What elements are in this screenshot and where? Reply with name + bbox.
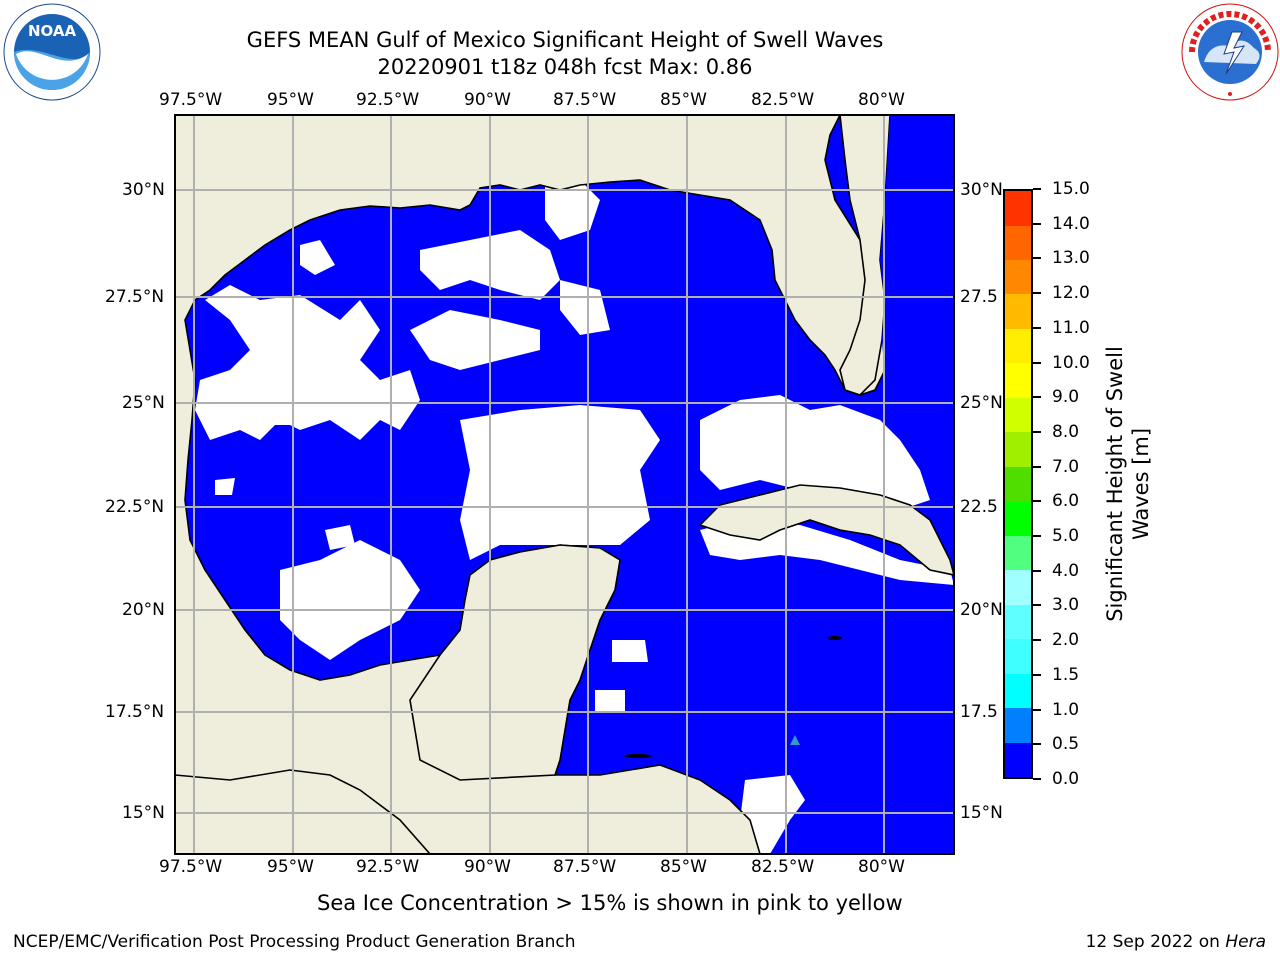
colorbar-segment bbox=[1005, 673, 1031, 709]
land-yucatan bbox=[409, 544, 621, 781]
nws-logo bbox=[1180, 2, 1280, 106]
lon-label-bottom: 87.5°W bbox=[553, 857, 617, 877]
lat-label-left: 25°N bbox=[122, 393, 165, 413]
lon-label-bottom: 82.5°W bbox=[751, 857, 815, 877]
lat-label-right: 27.5 bbox=[960, 287, 998, 307]
colorbar-tick-label: 8.0 bbox=[1052, 421, 1080, 442]
colorbar-segment bbox=[1005, 191, 1031, 226]
lat-label-left: 27.5°N bbox=[105, 287, 165, 307]
colorbar-tick-label: 15.0 bbox=[1052, 179, 1090, 199]
lon-label-bottom: 90°W bbox=[464, 857, 511, 877]
lat-label-right: 15°N bbox=[960, 803, 1003, 823]
colorbar-tick-label: 1.5 bbox=[1052, 664, 1080, 685]
colorbar-segment bbox=[1005, 294, 1031, 329]
colorbar-tick bbox=[1033, 396, 1041, 399]
colorbar-tick-label: 6.0 bbox=[1052, 491, 1080, 512]
colorbar-tick-label: 0.5 bbox=[1052, 734, 1080, 755]
lon-label-bottom: 95°W bbox=[267, 857, 314, 877]
lon-label-top: 97.5°W bbox=[159, 90, 223, 110]
colorbar-tick bbox=[1033, 257, 1041, 260]
lon-label-top: 80°W bbox=[858, 90, 905, 110]
colorbar-tick-label: 11.0 bbox=[1052, 317, 1090, 338]
footer-branch: NCEP/EMC/Verification Post Processing Pr… bbox=[13, 932, 576, 952]
lat-label-right: 30°N bbox=[960, 180, 1003, 200]
colorbar-tick bbox=[1033, 326, 1041, 329]
colorbar-tick bbox=[1033, 430, 1041, 433]
colorbar-tick bbox=[1033, 673, 1041, 676]
colorbar-tick bbox=[1033, 743, 1041, 746]
colorbar-tick-label: 10.0 bbox=[1052, 352, 1090, 373]
colorbar-tick-label: 1.0 bbox=[1052, 699, 1080, 720]
colorbar-tick bbox=[1033, 639, 1041, 642]
colorbar-tick-label: 7.0 bbox=[1052, 456, 1080, 477]
colorbar-segment bbox=[1005, 259, 1031, 295]
colorbar-tick bbox=[1033, 535, 1041, 538]
lon-label-bottom: 85°W bbox=[660, 857, 707, 877]
chart-title: GEFS MEAN Gulf of Mexico Significant Hei… bbox=[246, 28, 884, 52]
svg-text:NOAA: NOAA bbox=[28, 22, 77, 40]
lat-label-left: 15°N bbox=[122, 803, 165, 823]
colorbar-segment bbox=[1005, 708, 1031, 743]
colorbar-tick-label: 9.0 bbox=[1052, 387, 1080, 408]
colorbar-segment bbox=[1005, 466, 1031, 502]
lat-label-left: 20°N bbox=[122, 600, 165, 620]
colorbar-segment bbox=[1005, 742, 1031, 777]
colorbar-segment bbox=[1005, 225, 1031, 260]
lon-label-bottom: 92.5°W bbox=[356, 857, 420, 877]
lon-label-bottom: 80°W bbox=[858, 857, 905, 877]
lat-label-right: 25°N bbox=[960, 393, 1003, 413]
colorbar-segment bbox=[1005, 501, 1031, 536]
colorbar-tick-label: 12.0 bbox=[1052, 283, 1090, 304]
colorbar-tick bbox=[1033, 708, 1041, 711]
colorbar-tick bbox=[1033, 188, 1041, 190]
lat-label-right: 17.5 bbox=[960, 702, 998, 722]
colorbar-segment bbox=[1005, 432, 1031, 467]
colorbar-tick bbox=[1033, 222, 1041, 225]
graticule bbox=[175, 115, 954, 854]
lon-label-top: 92.5°W bbox=[356, 90, 420, 110]
colorbar-tick bbox=[1033, 500, 1041, 503]
colorbar-segment bbox=[1005, 639, 1031, 674]
colorbar-tick bbox=[1033, 292, 1041, 295]
colorbar-tick bbox=[1033, 569, 1041, 572]
lat-label-right: 20°N bbox=[960, 600, 1003, 620]
colorbar-tick bbox=[1033, 465, 1041, 468]
colorbar bbox=[1003, 189, 1033, 779]
colorbar-segment bbox=[1005, 328, 1031, 364]
atlantic-ocean bbox=[880, 115, 954, 400]
colorbar-segment bbox=[1005, 397, 1031, 433]
footer-date: 12 Sep 2022 on Hera bbox=[1085, 932, 1266, 952]
colorbar-tick-label: 5.0 bbox=[1052, 526, 1080, 547]
lat-label-left: 22.5°N bbox=[105, 497, 165, 517]
colorbar-segment bbox=[1005, 535, 1031, 571]
colorbar-tick bbox=[1033, 604, 1041, 607]
lat-label-right: 22.5 bbox=[960, 497, 998, 517]
colorbar-tick bbox=[1033, 778, 1041, 780]
colorbar-tick-label: 3.0 bbox=[1052, 595, 1080, 616]
colorbar-tick bbox=[1033, 361, 1041, 364]
lon-label-bottom: 97.5°W bbox=[159, 857, 223, 877]
colorbar-tick-label: 2.0 bbox=[1052, 630, 1080, 651]
colorbar-tick-label: 13.0 bbox=[1052, 248, 1090, 269]
colorbar-tick-label: 14.0 bbox=[1052, 213, 1090, 234]
white-patches bbox=[195, 180, 954, 854]
lon-label-top: 95°W bbox=[267, 90, 314, 110]
lon-label-top: 82.5°W bbox=[751, 90, 815, 110]
lat-label-left: 17.5°N bbox=[105, 702, 165, 722]
chart-subtitle: 20220901 t18z 048h fcst Max: 0.86 bbox=[377, 55, 753, 79]
lon-label-top: 87.5°W bbox=[553, 90, 617, 110]
colorbar-tick-label: 4.0 bbox=[1052, 560, 1080, 581]
noaa-logo: NOAA bbox=[2, 2, 102, 106]
lon-label-top: 85°W bbox=[660, 90, 707, 110]
map-frame bbox=[174, 114, 955, 855]
lon-label-top: 90°W bbox=[464, 90, 511, 110]
colorbar-segment bbox=[1005, 363, 1031, 398]
lat-label-left: 30°N bbox=[122, 180, 165, 200]
colorbar-segment bbox=[1005, 604, 1031, 640]
colorbar-tick-label: 0.0 bbox=[1052, 769, 1080, 789]
colorbar-segment bbox=[1005, 570, 1031, 605]
sea-ice-note: Sea Ice Concentration > 15% is shown in … bbox=[317, 891, 903, 915]
